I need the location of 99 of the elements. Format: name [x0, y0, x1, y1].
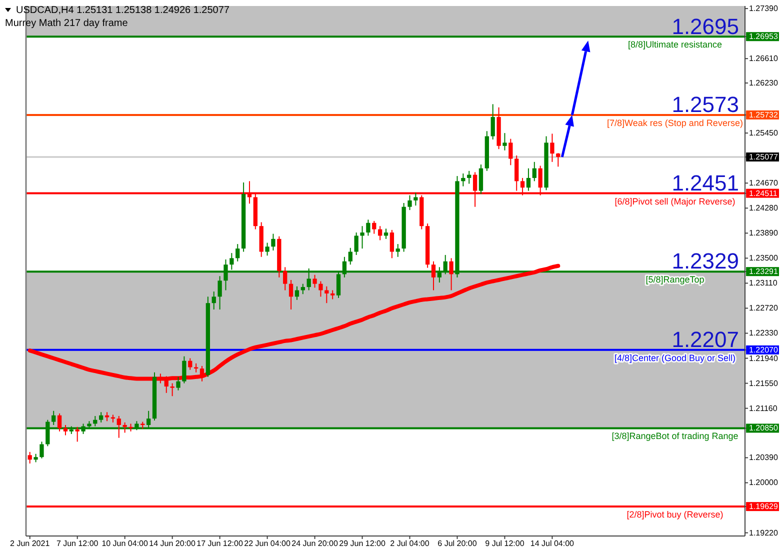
ref-line-label: [6/8]Pivot sell (Major Reverse) [614, 196, 736, 206]
candlestick [52, 410, 56, 426]
chart-title: USDCAD,H4 1.25131 1.25138 1.24926 1.25077 [16, 5, 230, 16]
candlestick [116, 416, 121, 438]
candlestick [396, 244, 400, 258]
candlestick [170, 382, 174, 397]
candlestick [218, 276, 222, 310]
x-tick-label: 6 Jul 20:00 [438, 539, 478, 548]
y-tick-label: 1.19220 [749, 528, 778, 538]
y-tick-label: 1.23110 [749, 278, 778, 288]
y-tick-label: 1.24280 [749, 204, 778, 213]
ref-line-label: [8/8]Ultimate resistance [628, 40, 722, 50]
candlestick [63, 424, 68, 436]
y-tick-label: 1.24511 [749, 188, 778, 198]
candlestick [283, 266, 288, 291]
candlestick [478, 164, 484, 194]
annotation: 1.2451 [672, 170, 739, 196]
candlestick [354, 232, 358, 256]
x-tick-label: 7 Jun 12:00 [56, 539, 99, 548]
candlestick [188, 358, 192, 370]
x-tick-label: 2 Jun 2021 [10, 539, 50, 548]
y-tick-label: 1.21940 [749, 354, 778, 363]
candlestick [324, 286, 329, 304]
candlestick [390, 229, 394, 259]
y-tick-label: 1.19629 [749, 502, 778, 512]
annotation: 1.2695 [672, 14, 739, 39]
y-tick-label: 1.25732 [749, 110, 778, 120]
candlestick [288, 279, 294, 310]
y-tick-label: 1.21160 [749, 404, 778, 413]
candlestick [28, 451, 32, 464]
candlestick [40, 441, 44, 459]
candlestick [212, 291, 216, 310]
x-tick-label: 22 Jun 04:00 [244, 539, 291, 548]
y-tick-label: 1.20000 [749, 478, 778, 488]
candlestick [461, 172, 466, 187]
x-tick-label: 29 Jun 12:00 [339, 539, 386, 548]
y-tick-label: 1.25077 [749, 152, 778, 162]
ref-line-label: [2/8]Pivot buy (Reverse) [626, 510, 724, 520]
candlestick [122, 422, 127, 434]
x-tick-label: 10 Jun 04:00 [102, 539, 149, 548]
candlestick [431, 260, 436, 291]
y-tick-label: 1.20390 [749, 453, 778, 462]
y-tick-label: 1.24670 [749, 178, 778, 188]
candlestick [236, 244, 240, 262]
candlestick [467, 170, 472, 184]
candlestick [300, 283, 305, 295]
candlestick [378, 226, 382, 241]
candlestick [182, 356, 186, 384]
candlestick [556, 152, 560, 168]
ref-line-label: [5/8]RangeTop [646, 274, 704, 285]
y-tick-label: 1.26230 [749, 78, 778, 88]
candlestick [75, 426, 80, 442]
candlestick [526, 168, 531, 192]
candlestick [490, 104, 495, 140]
x-tick-label: 2 Jul 04:00 [390, 539, 430, 548]
x-tick-label: 14 Jun 20:00 [149, 539, 196, 548]
candlestick [348, 247, 352, 266]
x-tick-label: 17 Jun 12:00 [196, 539, 244, 548]
candlestick [271, 233, 276, 251]
y-tick-label: 1.27390 [749, 4, 778, 14]
y-tick-label: 1.23500 [749, 254, 778, 263]
y-tick-label: 1.22720 [749, 304, 778, 313]
y-tick-label: 1.23291 [749, 267, 778, 276]
annotation: 1.2573 [672, 92, 739, 118]
ref-line-label: [7/8]Weak res (Stop and Reverse) [607, 118, 743, 128]
candlestick [384, 228, 388, 240]
candlestick [57, 412, 62, 432]
candlestick [99, 412, 104, 423]
annotation: 1.2329 [672, 248, 739, 274]
ref-line-label: [3/8]RangeBot of trading Range [612, 431, 738, 442]
candlestick [294, 286, 300, 300]
y-tick-label: 1.25450 [749, 128, 778, 138]
candlestick [408, 194, 412, 211]
ref-line-label: [4/8]Center (Good Buy or Sell) [614, 352, 736, 363]
candlestick [176, 376, 180, 391]
y-tick-label: 1.22330 [749, 328, 778, 338]
candlestick [312, 274, 317, 288]
x-tick-label: 9 Jul 12:00 [485, 539, 525, 548]
y-tick-label: 1.22070 [749, 345, 778, 354]
candlestick [372, 220, 376, 234]
candlestick [508, 138, 513, 166]
candlestick [366, 219, 370, 236]
y-tick-label: 1.21550 [749, 378, 778, 388]
y-tick-label: 1.20850 [749, 424, 778, 433]
candlestick [532, 161, 536, 182]
x-tick-label: 14 Jul 04:00 [530, 539, 575, 548]
x-tick-label: 24 Jun 20:00 [292, 539, 338, 548]
candlestick [502, 132, 507, 151]
candlestick [449, 258, 454, 291]
candlestick [360, 226, 364, 250]
candlestick [414, 192, 418, 206]
candlestick [550, 133, 554, 162]
text: Murrey Math 217 day frame [5, 18, 128, 29]
y-tick-label: 1.23890 [749, 228, 778, 238]
y-tick-label: 1.26953 [749, 32, 778, 42]
candlestick [265, 242, 270, 256]
candlestick [318, 280, 323, 298]
y-tick-label: 1.26610 [749, 54, 778, 64]
annotation: 1.2207 [672, 326, 739, 352]
